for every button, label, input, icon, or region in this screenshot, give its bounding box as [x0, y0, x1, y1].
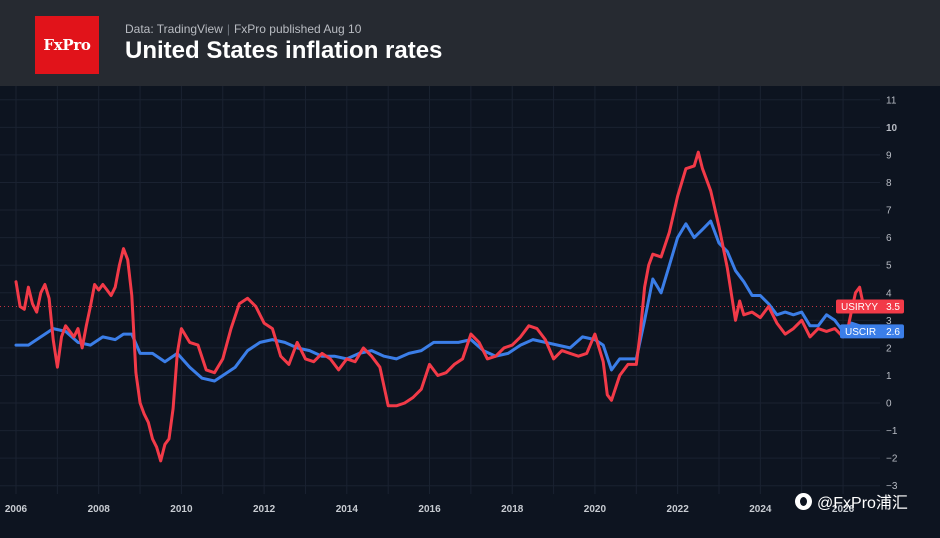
x-tick-label: 2008 — [88, 504, 111, 515]
x-tick-label: 2014 — [336, 504, 359, 515]
value-tag-value: 3.5 — [886, 302, 900, 313]
value-tag-name: USCIR — [845, 327, 876, 338]
x-tick-label: 2012 — [253, 504, 276, 515]
y-tick-label: 9 — [886, 150, 892, 161]
fxpro-logo: FxPro — [35, 16, 99, 74]
y-tick-label: 5 — [886, 261, 892, 272]
x-axis: 2006 2008 2010 2012 2014 2016 2018 2020 2022 2024… — [5, 504, 855, 515]
series-layer — [14, 150, 866, 463]
value-tag-uscir: USCIR 2.6 — [840, 324, 904, 339]
x-tick-label: 2020 — [584, 504, 607, 515]
source-data: Data: TradingView — [125, 22, 223, 36]
uscir-line — [14, 219, 866, 383]
y-tick-label: 8 — [886, 178, 892, 189]
y-tick-label: −2 — [886, 454, 898, 465]
watermark: @FxPro浦汇 — [795, 489, 908, 513]
watermark-text: @FxPro浦汇 — [817, 495, 908, 512]
value-tag-usiryy: USIRYY 3.5 — [836, 299, 904, 314]
x-tick-label: 2022 — [667, 504, 690, 515]
usiryy-line — [14, 150, 866, 463]
y-tick-label: 1 — [886, 371, 892, 382]
y-tick-label: 10 — [886, 123, 898, 134]
separator: | — [226, 22, 230, 36]
x-tick-label: 2010 — [170, 504, 193, 515]
source-line: Data: TradingView | FxPro published Aug 10 — [125, 22, 361, 36]
y-tick-label: 11 — [886, 95, 897, 106]
x-tick-label: 2006 — [5, 504, 28, 515]
y-tick-label: −1 — [886, 426, 898, 437]
value-tag-bg — [836, 299, 904, 314]
y-tick-label: 0 — [886, 399, 892, 410]
x-tick-label: 2026 — [832, 504, 855, 515]
x-tick-label: 2016 — [418, 504, 441, 515]
page-title: United States inflation rates — [125, 37, 443, 64]
value-tag-bg — [840, 324, 904, 339]
logo-text: FxPro — [43, 36, 91, 54]
y-tick-label: 3 — [886, 316, 892, 327]
x-tick-label: 2018 — [501, 504, 524, 515]
value-tag-value: 2.6 — [886, 327, 900, 338]
y-tick-label: 2 — [886, 343, 892, 354]
x-tick-label: 2024 — [749, 504, 772, 515]
y-tick-label: 6 — [886, 233, 892, 244]
weibo-icon — [795, 492, 812, 510]
value-tags: USIRYY 3.5 USCIR 2.6 — [836, 299, 904, 339]
y-tick-label: 7 — [886, 206, 892, 217]
header: FxPro Data: TradingView | FxPro published … — [0, 0, 940, 86]
y-tick-label: −3 — [886, 481, 898, 492]
source-publisher: FxPro published Aug 10 — [233, 22, 362, 36]
value-tag-name: USIRYY — [841, 302, 878, 313]
y-tick-label: 4 — [886, 288, 892, 299]
